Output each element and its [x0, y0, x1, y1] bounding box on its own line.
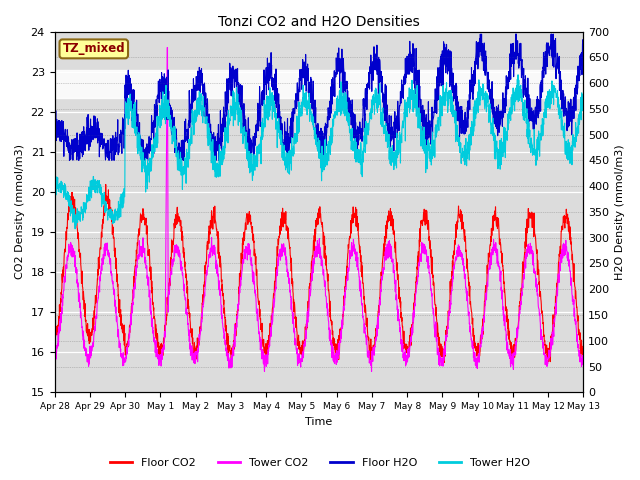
- Y-axis label: CO2 Density (mmol/m3): CO2 Density (mmol/m3): [15, 144, 25, 279]
- X-axis label: Time: Time: [305, 417, 333, 427]
- Legend: Floor CO2, Tower CO2, Floor H2O, Tower H2O: Floor CO2, Tower CO2, Floor H2O, Tower H…: [105, 453, 535, 472]
- Bar: [54, 70, 584, 98]
- Y-axis label: H2O Density (mmol/m3): H2O Density (mmol/m3): [615, 144, 625, 280]
- Title: Tonzi CO2 and H2O Densities: Tonzi CO2 and H2O Densities: [218, 15, 420, 29]
- Text: TZ_mixed: TZ_mixed: [63, 42, 125, 55]
